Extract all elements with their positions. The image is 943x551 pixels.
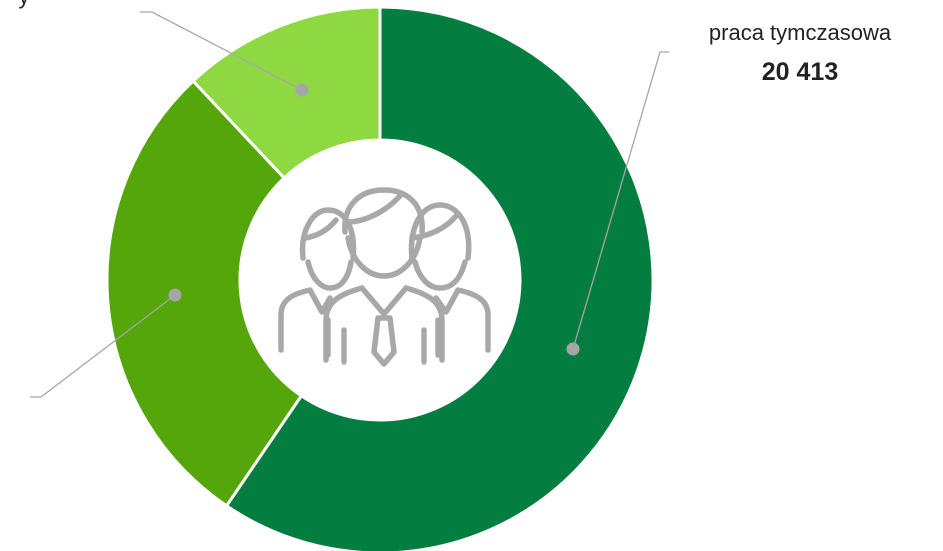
- donut-slice-2: [190, 5, 382, 181]
- leader-line-0: [572, 51, 669, 350]
- slice-name-0: praca tymczasowa: [709, 20, 892, 45]
- donut-slice-0: [224, 5, 655, 551]
- slice-value-0: 20 413: [762, 58, 838, 86]
- leader-dot-0: [566, 342, 580, 356]
- slice-label-2: y: [19, 0, 309, 97]
- slice-label-1: [30, 288, 182, 398]
- leader-dot-2: [295, 83, 309, 97]
- leader-line-2: [140, 11, 303, 91]
- leader-line-1: [30, 294, 176, 398]
- donut-slice-1: [105, 78, 304, 508]
- donut-slices: [105, 5, 655, 551]
- people-group-icon: [278, 187, 491, 367]
- slice-label-0: praca tymczasowa 20 413: [566, 20, 892, 356]
- slice-name-2: y: [19, 0, 30, 9]
- leader-dot-1: [168, 288, 182, 302]
